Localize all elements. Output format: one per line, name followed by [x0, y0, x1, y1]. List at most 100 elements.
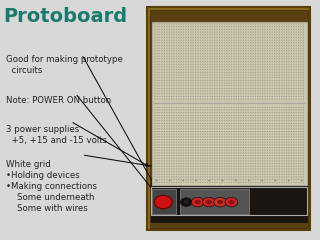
- Circle shape: [296, 34, 297, 35]
- Circle shape: [202, 163, 203, 164]
- Circle shape: [162, 128, 163, 129]
- Circle shape: [260, 174, 261, 175]
- Circle shape: [243, 163, 244, 164]
- Circle shape: [289, 80, 290, 81]
- Circle shape: [286, 142, 287, 143]
- Circle shape: [207, 66, 208, 67]
- Circle shape: [217, 144, 218, 145]
- Circle shape: [262, 179, 263, 180]
- Circle shape: [159, 144, 160, 145]
- Circle shape: [284, 120, 285, 121]
- Circle shape: [219, 56, 220, 57]
- Circle shape: [233, 72, 235, 73]
- Circle shape: [154, 80, 156, 81]
- Circle shape: [221, 179, 222, 180]
- Circle shape: [250, 37, 251, 38]
- Circle shape: [162, 56, 163, 57]
- Circle shape: [257, 61, 258, 62]
- Circle shape: [300, 174, 301, 175]
- Circle shape: [241, 112, 242, 113]
- Circle shape: [162, 66, 163, 67]
- Circle shape: [183, 115, 184, 116]
- Circle shape: [159, 123, 160, 124]
- Circle shape: [224, 37, 225, 38]
- Circle shape: [205, 64, 206, 65]
- Circle shape: [197, 56, 198, 57]
- Circle shape: [178, 45, 179, 46]
- Circle shape: [162, 179, 163, 180]
- Circle shape: [293, 123, 294, 124]
- Circle shape: [293, 45, 294, 46]
- Circle shape: [255, 64, 256, 65]
- Circle shape: [238, 85, 239, 86]
- Circle shape: [238, 96, 239, 97]
- Circle shape: [200, 37, 201, 38]
- Circle shape: [205, 163, 206, 164]
- Circle shape: [173, 56, 174, 57]
- Circle shape: [162, 50, 163, 51]
- Circle shape: [169, 139, 170, 140]
- Circle shape: [159, 77, 160, 78]
- Circle shape: [157, 155, 158, 156]
- Circle shape: [245, 88, 246, 89]
- Circle shape: [252, 155, 253, 156]
- Circle shape: [178, 112, 179, 113]
- Circle shape: [236, 56, 237, 57]
- Circle shape: [241, 53, 242, 54]
- Circle shape: [281, 45, 282, 46]
- Circle shape: [272, 123, 273, 124]
- Circle shape: [197, 128, 198, 129]
- Circle shape: [219, 42, 220, 43]
- Circle shape: [228, 131, 230, 132]
- Circle shape: [181, 40, 182, 41]
- Circle shape: [260, 40, 261, 41]
- Circle shape: [228, 53, 230, 54]
- Circle shape: [279, 163, 280, 164]
- Circle shape: [281, 72, 282, 73]
- Circle shape: [269, 56, 270, 57]
- Circle shape: [190, 50, 191, 51]
- Circle shape: [171, 42, 172, 43]
- Circle shape: [238, 120, 239, 121]
- Circle shape: [214, 144, 215, 145]
- Circle shape: [195, 155, 196, 156]
- Circle shape: [293, 37, 294, 38]
- Circle shape: [296, 88, 297, 89]
- Circle shape: [195, 56, 196, 57]
- Circle shape: [154, 120, 156, 121]
- Circle shape: [228, 179, 230, 180]
- Circle shape: [262, 142, 263, 143]
- Circle shape: [286, 40, 287, 41]
- Circle shape: [188, 166, 189, 167]
- Circle shape: [200, 66, 201, 67]
- Circle shape: [300, 50, 301, 51]
- Circle shape: [205, 66, 206, 67]
- Circle shape: [157, 69, 158, 70]
- Circle shape: [289, 40, 290, 41]
- Circle shape: [195, 34, 196, 35]
- Circle shape: [190, 96, 191, 97]
- Circle shape: [162, 166, 163, 167]
- Circle shape: [157, 85, 158, 86]
- Circle shape: [210, 144, 211, 145]
- Circle shape: [212, 45, 213, 46]
- Circle shape: [241, 77, 242, 78]
- Circle shape: [231, 66, 232, 67]
- Circle shape: [205, 69, 206, 70]
- Circle shape: [236, 26, 237, 27]
- Circle shape: [183, 142, 184, 143]
- Circle shape: [231, 112, 232, 113]
- Circle shape: [183, 96, 184, 97]
- Circle shape: [190, 182, 191, 183]
- Circle shape: [260, 64, 261, 65]
- Circle shape: [195, 112, 196, 113]
- Circle shape: [200, 69, 201, 70]
- Circle shape: [267, 120, 268, 121]
- Circle shape: [267, 163, 268, 164]
- Circle shape: [173, 66, 174, 67]
- Circle shape: [272, 66, 273, 67]
- Circle shape: [291, 144, 292, 145]
- Circle shape: [164, 123, 165, 124]
- Circle shape: [159, 158, 160, 159]
- Circle shape: [214, 96, 215, 97]
